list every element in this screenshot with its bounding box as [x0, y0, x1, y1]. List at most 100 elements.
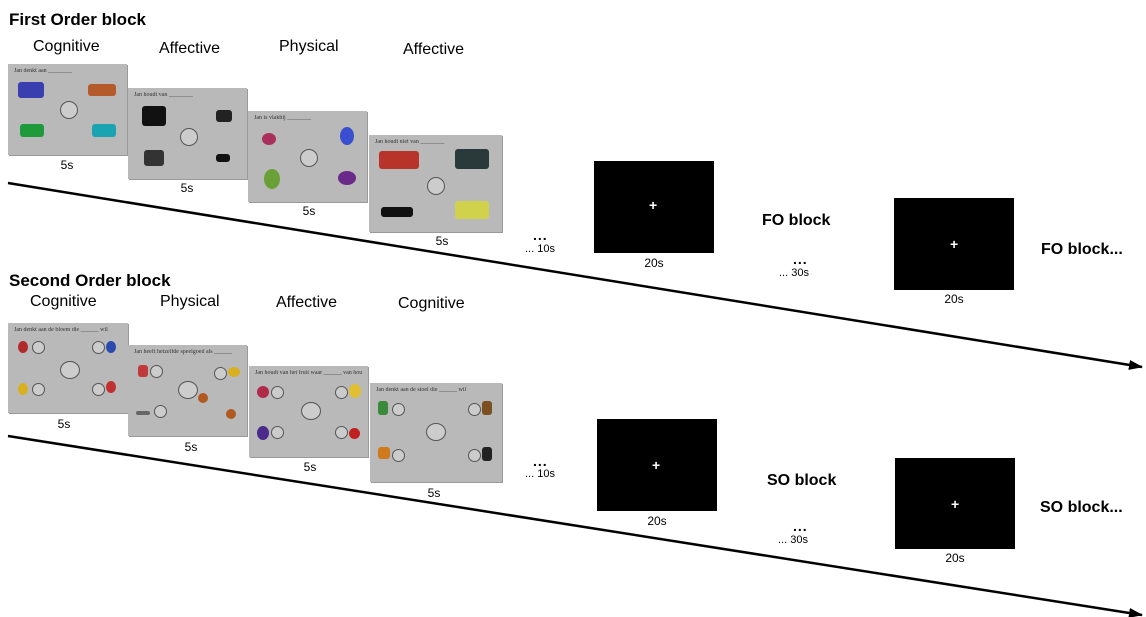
- car-photo: [455, 201, 489, 219]
- fo-label-4: Affective: [403, 41, 465, 58]
- face-icon: [300, 149, 318, 167]
- car-photo: [379, 151, 419, 169]
- second-order-timeline-arrow: [7, 434, 1143, 617]
- face-icon: [214, 367, 227, 380]
- fo-fixation-screen-1: +: [594, 161, 714, 253]
- fo-duration-4: 5s: [435, 234, 449, 248]
- face-icon: [60, 361, 80, 379]
- toy-icon: [136, 411, 150, 415]
- ant-icon: [216, 154, 230, 162]
- fo-dots-2: ...: [793, 251, 808, 267]
- zebra-icon: [144, 150, 164, 166]
- car-photo: [381, 207, 413, 217]
- face-icon: [60, 101, 78, 119]
- face-icon: [392, 403, 405, 416]
- fruit-icon: [257, 386, 269, 398]
- stimulus-sentence: Jan houdt van het fruit waar ______ van …: [255, 370, 362, 376]
- so-label-1: Cognitive: [30, 293, 97, 310]
- flower-icon: [106, 341, 116, 353]
- so-duration-4: 5s: [427, 486, 441, 500]
- car-icon: [20, 124, 44, 137]
- fo-block-label: FO block: [762, 212, 831, 229]
- stimulus-sentence: Jan houdt niet van ________: [375, 139, 445, 145]
- so-label-3: Affective: [276, 294, 338, 311]
- first-order-timeline-arrow: [7, 181, 1143, 370]
- car-icon: [92, 124, 116, 137]
- flower-icon: [18, 341, 28, 353]
- flower-icon: [18, 383, 28, 395]
- so-gap-dots: ...: [533, 453, 548, 469]
- fruit-icon: [349, 384, 361, 398]
- fo-gap2-label: ... 30s: [779, 267, 809, 279]
- face-icon: [154, 405, 167, 418]
- fixation-cross: +: [951, 496, 960, 512]
- so-label-4: Cognitive: [398, 295, 465, 312]
- face-icon: [426, 423, 446, 441]
- so-fixation-duration-1: 20s: [647, 514, 667, 528]
- face-icon: [32, 341, 45, 354]
- stimulus-sentence: Jan denkt aan ________: [14, 68, 73, 74]
- sad-face-icon: [427, 177, 445, 195]
- first-order-title: First Order block: [9, 10, 146, 29]
- so-fixation-screen-1: +: [597, 419, 717, 511]
- face-icon: [92, 383, 105, 396]
- so-fixation-screen-2: +: [895, 458, 1015, 549]
- so-gap2-label: ... 30s: [778, 534, 808, 546]
- fo-stimulus-panel-4: Jan houdt niet van ________: [369, 135, 502, 232]
- fo-duration-1: 5s: [60, 158, 74, 172]
- second-order-title: Second Order block: [9, 271, 171, 290]
- fo-gap-dots: ...: [533, 227, 548, 243]
- car-photo: [455, 149, 489, 169]
- fo-gap-label: ... 10s: [525, 243, 555, 255]
- face-icon: [335, 386, 348, 399]
- toy-icon: [138, 365, 148, 377]
- fo-stimulus-panel-1: Jan denkt aan ________: [8, 64, 127, 155]
- face-icon: [271, 426, 284, 439]
- tractor-icon: [18, 82, 44, 98]
- fo-duration-2: 5s: [180, 181, 194, 195]
- avocado-icon: [264, 169, 280, 189]
- fo-stimulus-panel-2: Jan houdt van ________: [128, 88, 247, 179]
- face-icon: [301, 402, 321, 420]
- so-fixation-duration-2: 20s: [945, 551, 965, 565]
- face-icon: [271, 386, 284, 399]
- stimulus-sentence: Jan houdt van ________: [134, 92, 193, 98]
- face-icon: [468, 403, 481, 416]
- so-stimulus-panel-3: Jan houdt van het fruit waar ______ van …: [249, 366, 368, 457]
- so-stimulus-panel-4: Jan denkt aan de stoel die ______ wil: [370, 383, 502, 482]
- fo-fixation-duration-1: 20s: [644, 256, 664, 270]
- face-icon: [180, 128, 198, 146]
- ball-icon: [198, 393, 208, 403]
- fixation-cross: +: [652, 457, 661, 473]
- fo-stimulus-panel-3: Jan is vlakbij ________: [248, 111, 367, 202]
- fo-block-label-continued: FO block...: [1041, 241, 1123, 258]
- face-icon: [32, 383, 45, 396]
- cat-icon: [216, 110, 232, 122]
- ball-icon: [226, 409, 236, 419]
- so-duration-3: 5s: [303, 460, 317, 474]
- fixation-cross: +: [649, 197, 658, 213]
- stimulus-sentence: Jan heeft hetzelfde speelgoed als ______: [134, 349, 233, 355]
- so-duration-2: 5s: [184, 440, 198, 454]
- so-duration-1: 5s: [57, 417, 71, 431]
- stimulus-sentence: Jan is vlakbij ________: [254, 115, 312, 121]
- fo-label-3: Physical: [279, 38, 339, 55]
- fo-label-1: Cognitive: [33, 38, 100, 55]
- fruit-icon: [349, 428, 360, 439]
- radish-icon: [262, 133, 276, 145]
- face-icon: [392, 449, 405, 462]
- so-stimulus-panel-2: Jan heeft hetzelfde speelgoed als ______: [128, 345, 247, 436]
- so-dots-2: ...: [793, 518, 808, 534]
- fo-fixation-duration-2: 20s: [944, 292, 964, 306]
- chair-icon: [378, 447, 390, 459]
- so-gap-label: ... 10s: [525, 468, 555, 480]
- eggplant-icon: [338, 171, 356, 185]
- so-label-2: Physical: [160, 293, 220, 310]
- so-block-label: SO block: [767, 472, 837, 489]
- fo-duration-3: 5s: [302, 204, 316, 218]
- face-icon: [92, 341, 105, 354]
- stimulus-sentence: Jan denkt aan de stoel die ______ wil: [376, 387, 467, 393]
- fo-label-2: Affective: [159, 40, 221, 57]
- face-icon: [468, 449, 481, 462]
